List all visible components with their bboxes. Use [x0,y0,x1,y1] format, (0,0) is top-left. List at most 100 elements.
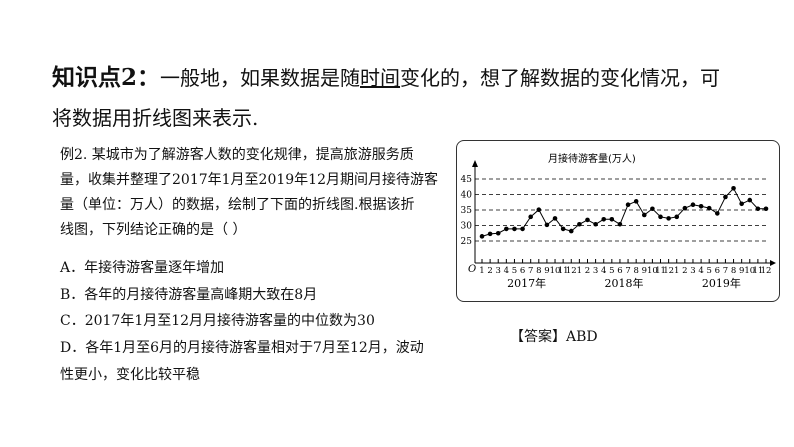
x-tick-label: 11 [752,266,763,276]
series-line [481,187,766,237]
data-point [495,230,501,236]
x-tick-label: 7 [625,266,630,276]
x-tick-label: 8 [536,266,541,276]
x-tick-label: 3 [690,266,695,276]
data-point [650,206,655,212]
data-point [577,221,582,227]
data-point [658,214,663,220]
data-point [568,228,574,234]
x-tick-label: 5 [706,266,711,276]
x-tick-label: 4 [601,266,606,276]
x-tick-label: 1 [577,266,582,276]
x-tick-label: 9 [544,266,549,276]
data-point [755,206,761,212]
option-c: C．2017年1月至12月月接待游客量的中位数为30 [60,313,375,329]
data-point [633,199,639,204]
data-point [682,205,688,211]
question-line: 量（单位：万人）的数据，绘制了下面的折线图.根据该折 [60,197,415,213]
x-tick-label: 8 [731,266,736,276]
x-tick-label: 5 [609,266,614,276]
x-tick-label: 12 [566,266,577,276]
data-point [512,226,517,232]
heading-line-1: 知识点2：一般地，如果数据是随时间变化的，想了解数据的变化情况，可 [52,58,720,92]
x-tick-label: 10 [744,266,755,276]
x-axis-arrow [770,260,776,266]
data-point [698,203,704,209]
data-point [617,221,623,227]
heading-line-2: 将数据用折线图来表示. [52,106,259,130]
option-a: A．年接待游客量逐年增加 [60,260,225,276]
year-label: 2018年 [605,276,644,290]
data-point [625,202,631,208]
year-label: 2017年 [507,276,546,290]
chart-frame [456,140,780,302]
data-point [504,226,509,232]
x-tick-label: 4 [504,266,509,276]
data-point [763,206,769,212]
option-b: B．各年的月接待游客量高峰期大致在8月 [60,287,318,303]
origin-label: O [468,264,476,275]
x-tick-label: 10 [550,266,561,276]
data-point [560,226,566,232]
x-tick-label: 3 [593,266,598,276]
y-axis-arrow [472,160,478,167]
data-point [585,217,590,223]
y-tick-label: 40 [461,191,473,201]
x-tick-label: 3 [496,266,501,276]
x-tick-label: 5 [512,266,517,276]
option-d-cont: 性更小，变化比较平稳 [60,367,200,383]
x-tick-label: 9 [739,266,744,276]
x-tick-label: 8 [633,266,638,276]
data-point [715,211,720,216]
x-tick-label: 6 [520,266,525,276]
data-point [552,216,558,221]
x-tick-label: 6 [617,266,622,276]
data-point [544,222,550,228]
data-point [520,226,525,232]
option-d: D．各年1月至6月的月接待游客量相对于7月至12月，波动 [60,340,424,356]
x-tick-label: 12 [761,266,772,276]
x-tick-label: 11 [655,266,666,276]
data-point [601,217,607,222]
knowledge-point-label: 知识点2： [52,64,161,91]
x-tick-label: 7 [528,266,533,276]
y-tick-label: 30 [461,222,473,232]
data-point [747,197,753,203]
data-point [723,194,728,200]
x-tick-label: 10 [647,266,658,276]
data-point [609,217,615,222]
x-tick-label: 2 [682,266,687,276]
heading-underlined: 时间 [360,66,401,90]
answer: 【答案】ABD [510,329,598,345]
data-point [731,186,736,191]
x-tick-label: 7 [723,266,728,276]
data-point [674,214,680,220]
x-tick-label: 11 [558,266,569,276]
data-point [487,231,493,237]
data-point [666,216,671,221]
x-tick-label: 12 [663,266,674,276]
x-tick-label: 6 [715,266,720,276]
x-tick-label: 2 [585,266,590,276]
question-line: 量，收集并整理了2017年1月至2019年12月期间月接待游客 [60,172,438,188]
y-tick-label: 45 [461,175,473,185]
chart-title: 月接待游客量(万人) [548,152,636,165]
data-point [479,234,485,239]
year-label: 2019年 [702,276,741,290]
x-tick-label: 2 [487,266,492,276]
heading-text-end: 变化的，想了解数据的变化情况，可 [400,66,721,90]
data-point [528,214,533,220]
data-point [739,201,744,207]
y-tick-label: 35 [461,206,473,216]
heading-text: 一般地，如果数据是随 [160,66,361,90]
data-point [690,202,696,208]
question-line: 例2. 某城市为了解游客人数的变化规律，提高旅游服务质 [60,147,414,163]
x-tick-label: 1 [479,266,484,276]
x-tick-label: 1 [674,266,679,276]
question-line: 线图，下列结论正确的是（ ） [60,222,247,238]
y-tick-label: 25 [461,237,473,247]
data-point [706,205,712,211]
data-point [641,212,647,218]
x-tick-label: 4 [698,266,703,276]
